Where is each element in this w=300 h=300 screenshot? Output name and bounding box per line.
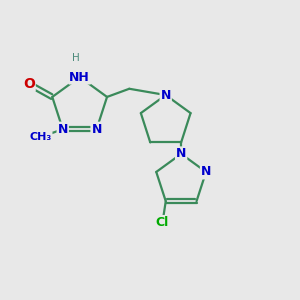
- Text: N: N: [176, 147, 186, 161]
- Text: NH: NH: [69, 70, 90, 83]
- Text: Cl: Cl: [156, 216, 169, 229]
- Text: N: N: [58, 123, 68, 136]
- Text: O: O: [23, 77, 35, 91]
- Text: CH₃: CH₃: [29, 132, 52, 142]
- Text: N: N: [201, 165, 211, 178]
- Text: N: N: [92, 123, 102, 136]
- Text: H: H: [72, 53, 80, 63]
- Text: N: N: [160, 88, 171, 101]
